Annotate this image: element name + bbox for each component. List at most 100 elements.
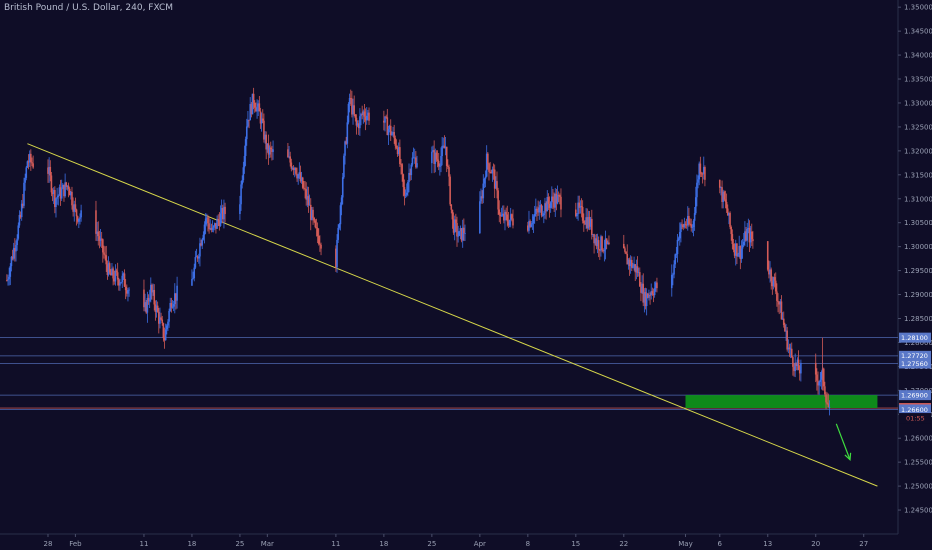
candle-body [159,317,161,324]
candle-body [312,209,314,218]
candle-body [123,273,126,287]
candle-body [688,216,690,224]
candle-body [578,202,581,208]
candle-body [402,174,405,188]
candle-body [632,265,634,268]
candle-body [156,305,159,312]
candle-body [408,172,410,183]
candle-body [245,126,248,140]
candle-body [118,279,120,286]
candle-body [599,249,601,251]
candle-body [681,224,683,226]
candle-body [263,120,265,140]
candle-body [789,348,792,350]
candle-body [493,169,496,189]
y-tick-label: 1.29500 [904,267,932,275]
candle-body [55,198,57,208]
candle-body [579,205,582,208]
candle-body [171,306,174,308]
y-tick-label: 1.33000 [904,99,932,107]
candle-body [170,303,173,308]
candle-body [726,208,729,216]
candle-body [176,285,178,301]
candle-body [73,204,76,212]
candle-body [167,321,169,326]
candle-body [148,299,151,302]
candle-body [268,147,271,155]
candle-body [460,228,463,241]
candle-body [395,145,398,148]
candle-body [121,275,124,283]
x-tick-label: 6 [718,540,723,548]
candle-body [25,167,28,178]
candle-body [498,209,501,215]
candle-body [292,167,295,171]
candle-body [211,227,214,230]
candle-body [153,289,156,305]
candle-body [693,213,696,221]
candle-body [248,119,250,121]
candle-body [344,141,346,156]
candle-body [336,239,338,268]
candle-body [734,243,737,256]
candle-body [114,270,117,282]
candle-body [686,216,689,226]
candle-body [548,203,551,208]
candle-body [335,248,337,268]
candle-body [14,248,16,252]
candles [6,87,831,416]
candle-body [641,283,643,293]
candle-body [603,249,606,252]
x-tick-label: 15 [571,540,580,548]
candle-body [746,228,748,241]
candle-body [459,228,462,232]
candle-body [17,225,20,239]
candle-body [627,259,630,265]
candle-body [15,245,17,252]
candle-body [305,189,307,200]
candle-body [608,242,610,244]
candle-body [551,196,553,203]
candle-body [113,278,116,282]
candle-body [546,197,549,212]
candle-body [581,207,584,221]
candle-body [826,402,828,404]
candle-body [266,143,269,150]
candle-body [241,180,244,185]
candle-body [749,231,752,243]
candle-body [692,220,695,227]
candle-body [115,270,118,273]
level-price-tag [899,332,931,343]
candle-body [360,114,362,117]
candle-body [699,163,702,174]
x-tick-label: 18 [187,540,196,548]
candle-body [243,155,246,168]
candle-body [251,93,254,115]
candle-body [197,256,200,259]
candle-body [356,123,359,126]
candle-body [212,226,215,228]
candle-body [59,187,62,199]
candle-body [768,269,770,275]
candle-body [306,196,309,200]
candle-body [253,102,256,108]
candle-body [291,167,294,169]
candle-body [634,264,637,273]
candle-body [483,178,486,184]
candle-body [102,239,104,253]
candle-body [63,184,65,197]
y-tick-label: 1.25500 [904,459,932,467]
candle-body [389,125,392,136]
candle-body [193,267,196,279]
candle-body [545,203,547,212]
candle-body [440,156,442,167]
candle-body [163,337,166,341]
x-tick-label: Apr [474,540,486,548]
candle-body [192,278,194,279]
candle-body [23,182,25,206]
candle-body [691,226,694,228]
countdown-label: 01:55 [906,414,925,422]
candle-body [549,202,552,208]
candle-body [649,295,651,296]
